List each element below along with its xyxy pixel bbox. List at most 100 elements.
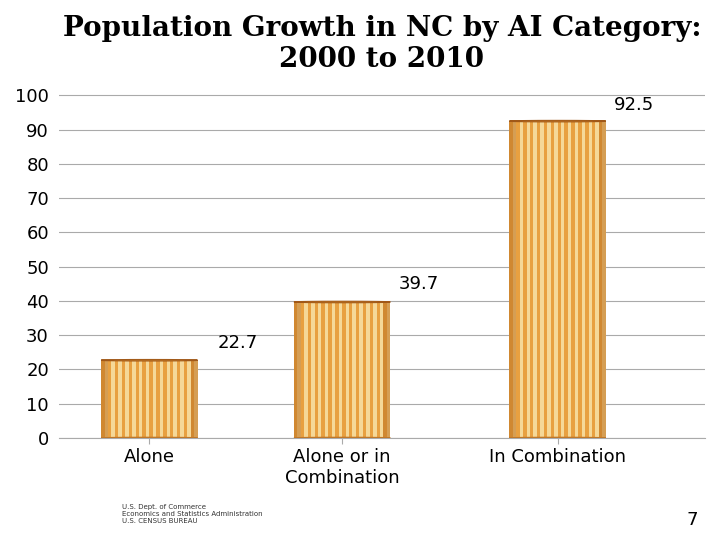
- Bar: [149, 360, 153, 438]
- Bar: [315, 302, 318, 438]
- Bar: [509, 121, 513, 438]
- Bar: [177, 360, 180, 438]
- Bar: [156, 360, 160, 438]
- Bar: [321, 302, 325, 438]
- Bar: [384, 302, 387, 438]
- Bar: [346, 302, 349, 438]
- Bar: [129, 360, 132, 438]
- Bar: [561, 121, 564, 438]
- Bar: [356, 302, 359, 438]
- Bar: [520, 121, 523, 438]
- Bar: [301, 302, 305, 438]
- Bar: [174, 360, 177, 438]
- Bar: [191, 360, 194, 438]
- Ellipse shape: [509, 120, 606, 122]
- Ellipse shape: [101, 437, 197, 438]
- Bar: [108, 360, 112, 438]
- Ellipse shape: [294, 301, 390, 302]
- Bar: [180, 360, 184, 438]
- Bar: [135, 360, 139, 438]
- Text: 22.7: 22.7: [217, 334, 258, 352]
- Bar: [544, 121, 547, 438]
- Text: 7: 7: [687, 511, 698, 529]
- Bar: [513, 121, 516, 438]
- Bar: [564, 121, 568, 438]
- Bar: [187, 360, 191, 438]
- Bar: [384, 302, 390, 438]
- Bar: [112, 360, 115, 438]
- Bar: [585, 121, 588, 438]
- Bar: [592, 121, 595, 438]
- Bar: [359, 302, 363, 438]
- Bar: [547, 121, 551, 438]
- Bar: [166, 360, 170, 438]
- Bar: [387, 302, 390, 438]
- Bar: [509, 121, 516, 438]
- Bar: [582, 121, 585, 438]
- Bar: [294, 302, 297, 438]
- Bar: [541, 121, 544, 438]
- Bar: [599, 121, 606, 438]
- Bar: [184, 360, 187, 438]
- Bar: [342, 302, 346, 438]
- Bar: [139, 360, 143, 438]
- Bar: [537, 121, 541, 438]
- Bar: [373, 302, 377, 438]
- Bar: [366, 302, 369, 438]
- Bar: [603, 121, 606, 438]
- Ellipse shape: [113, 360, 186, 361]
- Text: U.S. Dept. of Commerce
Economics and Statistics Administration
U.S. CENSUS BUREA: U.S. Dept. of Commerce Economics and Sta…: [122, 504, 263, 524]
- Bar: [104, 360, 108, 438]
- Bar: [101, 360, 104, 438]
- Bar: [146, 360, 149, 438]
- Bar: [297, 302, 301, 438]
- Bar: [557, 121, 561, 438]
- Bar: [572, 121, 575, 438]
- Bar: [143, 360, 146, 438]
- Bar: [118, 360, 122, 438]
- Text: 39.7: 39.7: [399, 275, 439, 293]
- Bar: [294, 302, 301, 438]
- Bar: [599, 121, 603, 438]
- Bar: [377, 302, 380, 438]
- Bar: [526, 121, 530, 438]
- Bar: [369, 302, 373, 438]
- Bar: [325, 302, 328, 438]
- Bar: [311, 302, 315, 438]
- Bar: [595, 121, 599, 438]
- Bar: [352, 302, 356, 438]
- Ellipse shape: [101, 360, 197, 361]
- Bar: [516, 121, 520, 438]
- Bar: [338, 302, 342, 438]
- Bar: [115, 360, 118, 438]
- Title: Population Growth in NC by AI Category:
2000 to 2010: Population Growth in NC by AI Category: …: [63, 15, 701, 73]
- Ellipse shape: [509, 437, 606, 438]
- Ellipse shape: [521, 121, 594, 122]
- Bar: [163, 360, 166, 438]
- Ellipse shape: [294, 437, 390, 438]
- Bar: [568, 121, 572, 438]
- Bar: [132, 360, 135, 438]
- Bar: [101, 360, 108, 438]
- Bar: [534, 121, 537, 438]
- Bar: [160, 360, 163, 438]
- Text: 92.5: 92.5: [614, 96, 654, 114]
- Bar: [191, 360, 197, 438]
- Bar: [530, 121, 534, 438]
- Bar: [575, 121, 578, 438]
- Bar: [307, 302, 311, 438]
- Bar: [554, 121, 557, 438]
- Bar: [305, 302, 307, 438]
- Bar: [153, 360, 156, 438]
- Bar: [349, 302, 352, 438]
- Bar: [332, 302, 336, 438]
- Bar: [588, 121, 592, 438]
- Bar: [380, 302, 384, 438]
- Bar: [122, 360, 125, 438]
- Bar: [170, 360, 174, 438]
- Bar: [318, 302, 321, 438]
- Bar: [363, 302, 366, 438]
- Bar: [551, 121, 554, 438]
- Bar: [125, 360, 129, 438]
- Bar: [336, 302, 338, 438]
